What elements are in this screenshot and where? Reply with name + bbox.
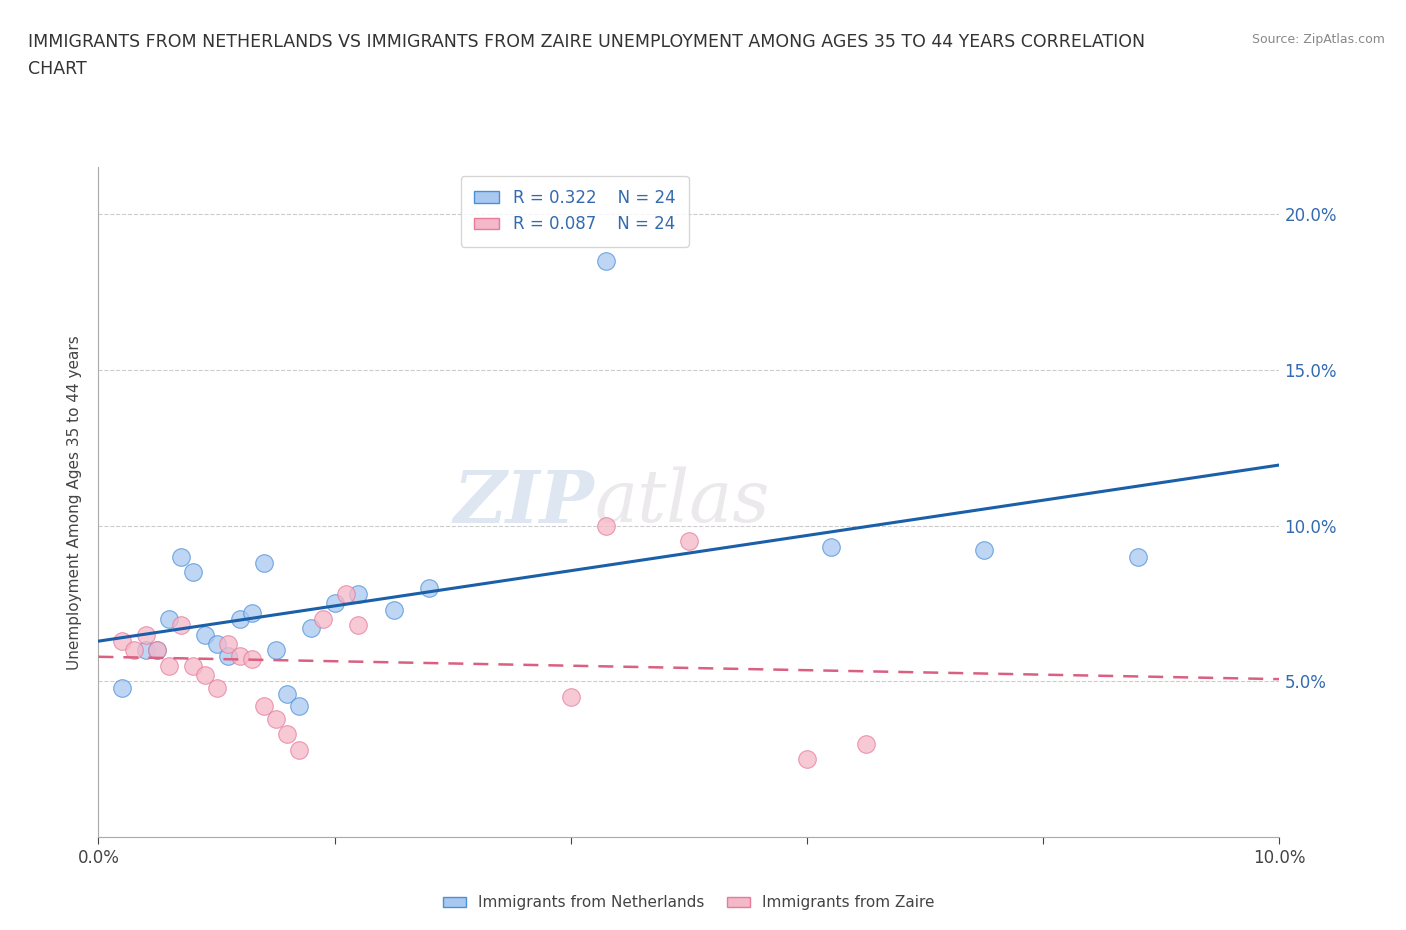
Point	[973, 543, 995, 558]
Point	[157, 658, 180, 673]
Point	[335, 587, 357, 602]
Y-axis label: Unemployment Among Ages 35 to 44 years: Unemployment Among Ages 35 to 44 years	[67, 335, 83, 670]
Text: Source: ZipAtlas.com: Source: ZipAtlas.com	[1251, 33, 1385, 46]
Point	[146, 643, 169, 658]
Point	[181, 565, 204, 579]
Text: ZIP: ZIP	[454, 467, 595, 538]
Point	[146, 643, 169, 658]
Point	[347, 618, 370, 632]
Point	[288, 742, 311, 757]
Point	[595, 518, 617, 533]
Point	[170, 550, 193, 565]
Point	[229, 612, 252, 627]
Point	[229, 649, 252, 664]
Point	[217, 649, 239, 664]
Point	[170, 618, 193, 632]
Point	[418, 580, 440, 595]
Point	[205, 636, 228, 651]
Point	[122, 643, 145, 658]
Point	[157, 612, 180, 627]
Point	[299, 621, 322, 636]
Point	[347, 587, 370, 602]
Point	[111, 680, 134, 695]
Point	[1126, 550, 1149, 565]
Point	[678, 534, 700, 549]
Point	[240, 605, 263, 620]
Point	[111, 633, 134, 648]
Point	[312, 612, 335, 627]
Point	[796, 751, 818, 766]
Legend: Immigrants from Netherlands, Immigrants from Zaire: Immigrants from Netherlands, Immigrants …	[437, 889, 941, 916]
Point	[135, 627, 157, 642]
Text: atlas: atlas	[595, 467, 770, 538]
Point	[181, 658, 204, 673]
Point	[264, 643, 287, 658]
Point	[382, 603, 405, 618]
Point	[240, 652, 263, 667]
Point	[253, 698, 276, 713]
Point	[855, 737, 877, 751]
Point	[205, 680, 228, 695]
Point	[217, 636, 239, 651]
Point	[135, 643, 157, 658]
Text: CHART: CHART	[28, 60, 87, 78]
Point	[560, 689, 582, 704]
Point	[595, 253, 617, 268]
Point	[323, 596, 346, 611]
Text: IMMIGRANTS FROM NETHERLANDS VS IMMIGRANTS FROM ZAIRE UNEMPLOYMENT AMONG AGES 35 : IMMIGRANTS FROM NETHERLANDS VS IMMIGRANT…	[28, 33, 1146, 50]
Point	[820, 540, 842, 555]
Point	[276, 686, 298, 701]
Point	[194, 668, 217, 683]
Point	[264, 711, 287, 726]
Point	[288, 698, 311, 713]
Point	[276, 726, 298, 741]
Point	[253, 555, 276, 570]
Point	[194, 627, 217, 642]
